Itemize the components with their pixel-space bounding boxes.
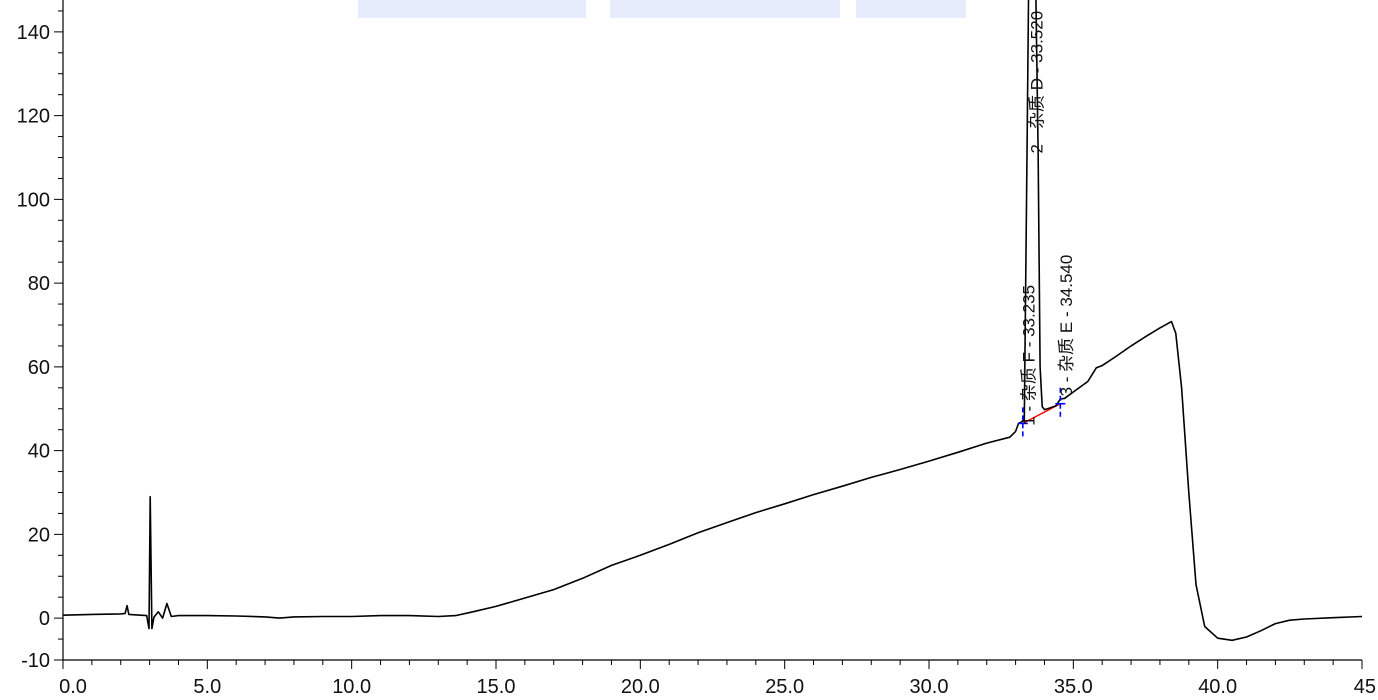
x-tick-label: 15.0 (477, 676, 516, 698)
x-tick-label: 35.0 (1054, 676, 1093, 698)
y-tick-label: 120 (17, 106, 50, 128)
peak-labels: 1 - 杂质 F - 33.235 2 - 杂质 D - 33.520 3 - 杂质… (1019, 11, 1076, 426)
x-tick-label: 0.0 (59, 676, 87, 698)
y-tick-label: -10 (21, 650, 50, 672)
x-tick-label: 40.0 (1198, 676, 1237, 698)
peak-label-3: 3 - 杂质 E - 34.540 (1057, 255, 1076, 397)
y-tick-label: 80 (28, 273, 50, 295)
x-tick-label: 5.0 (193, 676, 221, 698)
y-tick-label: 40 (28, 441, 50, 463)
top-box-2 (610, 0, 840, 18)
peak-label-2: 2 - 杂质 D - 33.520 (1028, 11, 1047, 154)
top-header-boxes (358, 0, 966, 18)
x-tick-label: 20.0 (621, 676, 660, 698)
x-tick-label: 10.0 (332, 676, 371, 698)
series-layer (62, 0, 1363, 642)
x-tick-label: 25.0 (765, 676, 804, 698)
y-tick-label: 140 (17, 22, 50, 44)
x-tick-label: 30.0 (910, 676, 949, 698)
y-tick-label: 0 (39, 608, 50, 630)
x-tick-label: 45 (1354, 676, 1376, 698)
peak-label-1: 1 - 杂质 F - 33.235 (1019, 285, 1038, 426)
top-box-1 (358, 0, 586, 18)
y-tick-label-top: 150 (17, 0, 50, 2)
marker-layer (1017, 387, 1066, 440)
y-tick-label: 100 (17, 189, 50, 211)
y-tick-label: 60 (28, 357, 50, 379)
y-tick-label: 20 (28, 524, 50, 546)
axes: -10 0 20 40 60 80 100 120 140 150 0.0 5.0 10.0 15.0 20… (17, 0, 1376, 698)
chromatogram-trace (62, 0, 1363, 642)
top-box-3 (856, 0, 966, 18)
